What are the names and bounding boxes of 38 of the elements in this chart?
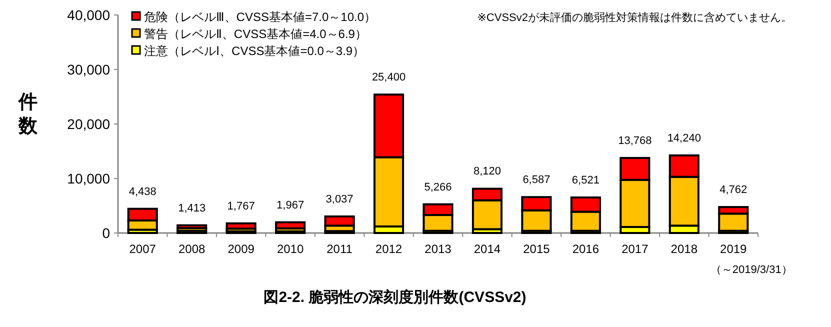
annotation: ※CVSSv2が未評価の脆弱性対策情報は件数に含めていません。	[477, 11, 792, 24]
total-label: 1,413	[178, 202, 206, 214]
total-label: 4,438	[128, 186, 156, 198]
x-tick-label: 2011	[326, 242, 353, 256]
y-tick-label: 40,000	[67, 7, 110, 23]
text: （～2019/3/31）	[710, 264, 792, 276]
legend-label: 注意（レベルⅠ、CVSS基本値=0.0～3.9）	[144, 44, 365, 58]
total-label: 6,521	[572, 174, 600, 186]
total-label: 25,400	[372, 72, 406, 84]
x-tick-label: 2010	[276, 242, 304, 256]
y-axis-title: 件数	[18, 92, 38, 137]
y-tick-label: 10,000	[67, 170, 110, 186]
total-label: 6,587	[522, 174, 550, 186]
legend-label: 危険（レベルⅢ、CVSS基本値=7.0～10.0）	[144, 10, 376, 24]
x-tick-label: 2017	[622, 242, 649, 256]
y-tick-label: 20,000	[67, 116, 110, 132]
x-tick-label: 2014	[474, 242, 501, 256]
total-label: 1,767	[227, 200, 255, 212]
x-tick-label: 2009	[228, 242, 255, 256]
total-label: 14,240	[667, 132, 701, 144]
y-tick-label: 30,000	[67, 62, 110, 78]
x-tick-label: 2008	[178, 242, 206, 256]
total-label: 3,037	[326, 193, 354, 206]
total-label: 8,120	[473, 166, 501, 178]
x-tick-label: 2016	[572, 242, 600, 256]
x-tick-label: 2018	[670, 242, 698, 256]
legend-label: 警告（レベルⅡ、CVSS基本値=4.0～6.9）	[144, 27, 367, 41]
x-tick-label: 2015	[523, 242, 550, 256]
total-label: 5,266	[424, 181, 452, 194]
y-tick-label: 0	[102, 225, 110, 241]
x-tick-label: 2019	[720, 242, 748, 256]
total-label: 1,967	[276, 199, 304, 212]
x-tick-label: 2012	[375, 242, 402, 256]
text: 図2-2. 脆弱性の深刻度別件数(CVSSv2)	[264, 288, 526, 306]
x-tick-label: 2013	[424, 242, 452, 256]
total-label: 4,762	[720, 184, 748, 196]
x-tick-label: 2007	[129, 242, 156, 256]
total-label: 13,768	[618, 134, 652, 147]
